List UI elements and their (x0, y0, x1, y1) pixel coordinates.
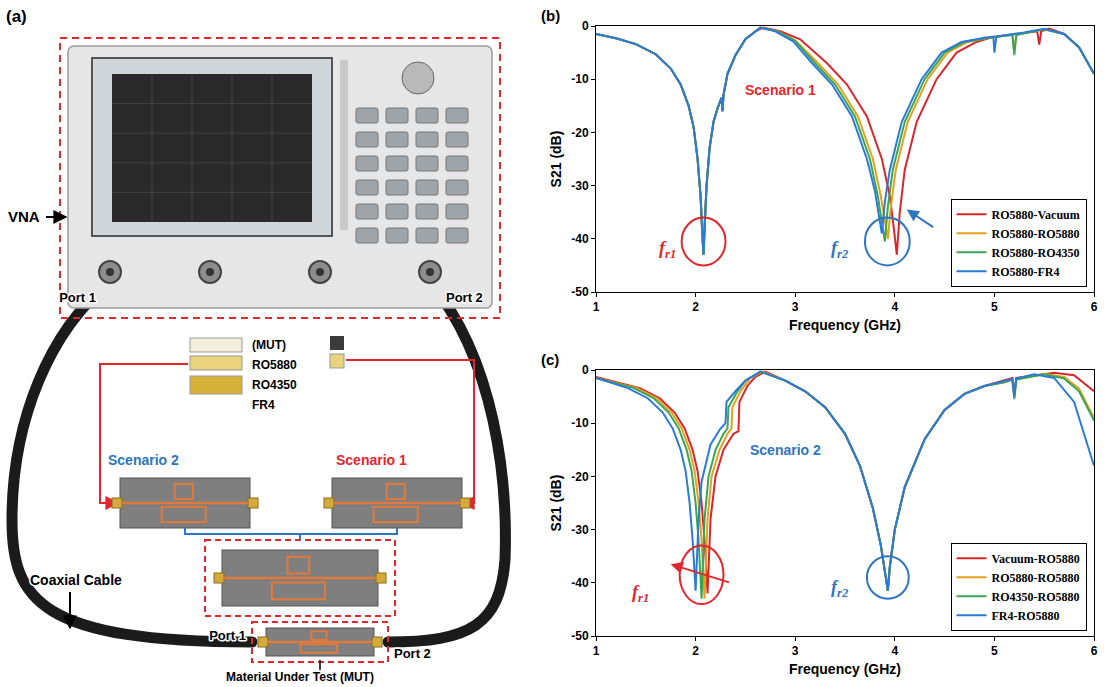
svg-text:Coaxial Cable: Coaxial Cable (30, 572, 122, 588)
svg-text:Scenario 1: Scenario 1 (745, 82, 816, 98)
svg-text:Scenario 2: Scenario 2 (750, 442, 821, 458)
svg-text:Port 2: Port 2 (394, 646, 431, 661)
svg-text:1: 1 (593, 644, 600, 658)
svg-text:-50: -50 (571, 629, 589, 643)
svg-text:Scenario 1: Scenario 1 (336, 452, 407, 468)
svg-text:-30: -30 (571, 523, 589, 537)
svg-text:3: 3 (792, 644, 799, 658)
svg-text:0: 0 (582, 363, 589, 377)
svg-text:4: 4 (891, 300, 898, 314)
svg-text:S21 (dB): S21 (dB) (548, 475, 564, 532)
svg-text:RO4350-RO5880: RO4350-RO5880 (992, 590, 1080, 604)
svg-text:f​r2​: f​r2​ (831, 238, 849, 261)
svg-text:RO5880-Vacuum: RO5880-Vacuum (992, 208, 1080, 222)
svg-text:f​r2​: f​r2​ (831, 577, 849, 600)
svg-text:FR4-RO5880: FR4-RO5880 (992, 609, 1060, 623)
svg-text:Vacuum-RO5880: Vacuum-RO5880 (992, 552, 1080, 566)
svg-text:2: 2 (692, 300, 699, 314)
svg-text:f​r1​: f​r1​ (632, 582, 649, 605)
svg-text:-20: -20 (571, 126, 589, 140)
svg-text:6: 6 (1091, 300, 1098, 314)
svg-text:Port 1: Port 1 (209, 628, 246, 643)
svg-text:Frequency (GHz): Frequency (GHz) (789, 317, 901, 333)
svg-text:Port 2: Port 2 (446, 290, 483, 305)
svg-text:-40: -40 (571, 232, 589, 246)
svg-text:-10: -10 (571, 72, 589, 86)
svg-text:6: 6 (1091, 644, 1098, 658)
svg-text:RO5880-RO5880: RO5880-RO5880 (992, 571, 1080, 585)
svg-text:1: 1 (593, 300, 600, 314)
svg-text:RO5880-RO4350: RO5880-RO4350 (992, 246, 1080, 260)
svg-text:(a): (a) (6, 7, 27, 26)
svg-text:FR4: FR4 (252, 398, 275, 412)
svg-text:Frequency (GHz): Frequency (GHz) (789, 661, 901, 677)
svg-text:-40: -40 (571, 576, 589, 590)
svg-text:VNA: VNA (8, 208, 40, 225)
svg-text:4: 4 (891, 644, 898, 658)
svg-text:Scenario 2: Scenario 2 (108, 452, 179, 468)
svg-text:RO4350: RO4350 (252, 378, 297, 392)
svg-text:Material Under Test (MUT): Material Under Test (MUT) (226, 670, 374, 684)
svg-text:(MUT): (MUT) (252, 338, 286, 352)
svg-text:RO5880-FR4: RO5880-FR4 (992, 265, 1060, 279)
svg-text:5: 5 (991, 300, 998, 314)
svg-text:(b): (b) (541, 7, 560, 24)
svg-text:(c): (c) (541, 351, 559, 368)
svg-text:-10: -10 (571, 416, 589, 430)
svg-text:Port 1: Port 1 (59, 290, 96, 305)
svg-text:-20: -20 (571, 470, 589, 484)
svg-text:RO5880-RO5880: RO5880-RO5880 (992, 227, 1080, 241)
svg-text:-30: -30 (571, 179, 589, 193)
svg-text:0: 0 (582, 19, 589, 33)
svg-text:5: 5 (991, 644, 998, 658)
svg-text:2: 2 (692, 644, 699, 658)
svg-text:S21 (dB): S21 (dB) (548, 131, 564, 188)
svg-text:f​r1​: f​r1​ (659, 238, 676, 261)
svg-text:-50: -50 (571, 285, 589, 299)
svg-text:3: 3 (792, 300, 799, 314)
svg-text:RO5880: RO5880 (252, 358, 297, 372)
